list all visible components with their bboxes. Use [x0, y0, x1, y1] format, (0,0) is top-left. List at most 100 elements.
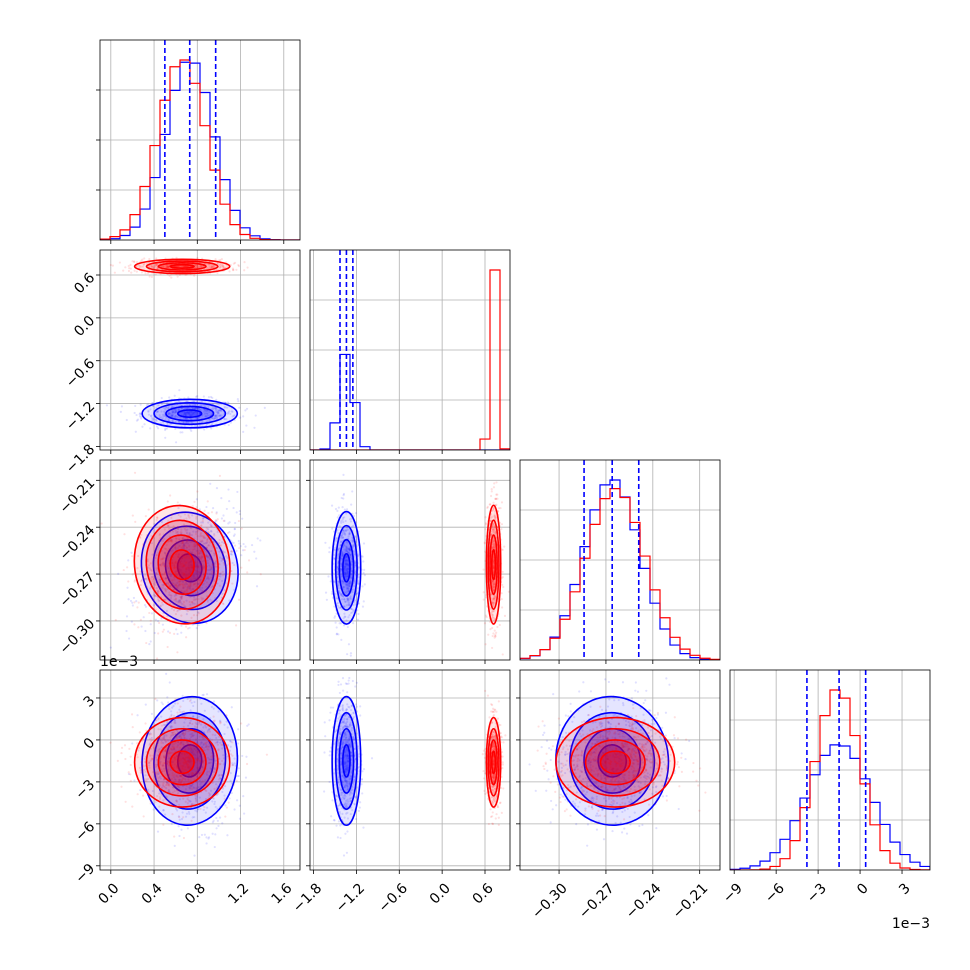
scatter-point	[265, 753, 269, 756]
scatter-point	[184, 541, 188, 545]
scatter-point	[184, 563, 187, 567]
scatter-point	[185, 421, 188, 424]
scatter-point	[148, 764, 151, 767]
scatter-point	[199, 409, 202, 412]
scatter-point	[165, 734, 168, 737]
scatter-point	[338, 622, 341, 625]
contour-line	[331, 510, 362, 625]
scatter-point	[226, 755, 229, 758]
scatter-point	[127, 598, 130, 601]
scatter-point	[205, 423, 208, 426]
y-tick-label: −0.6	[63, 356, 98, 391]
scatter-point	[179, 595, 182, 599]
scatter-point	[177, 780, 181, 783]
scatter-point	[175, 570, 178, 573]
scatter-point	[226, 532, 230, 535]
scatter-point	[159, 422, 163, 425]
scatter-point	[129, 267, 132, 270]
scatter-point	[177, 567, 180, 570]
scatter-point	[213, 768, 217, 771]
scatter-point	[492, 597, 495, 600]
scatter-point	[156, 516, 159, 520]
scatter-point	[348, 531, 351, 534]
scatter-point	[335, 612, 338, 615]
scatter-point	[489, 620, 492, 624]
scatter-point	[193, 556, 197, 559]
scatter-point	[190, 429, 193, 432]
density-fill	[170, 549, 195, 580]
scatter-point	[491, 530, 495, 533]
scatter-point	[351, 608, 354, 611]
scatter-point	[182, 580, 185, 583]
scatter-point	[185, 555, 188, 558]
scatter-point	[333, 605, 336, 608]
scatter-point	[234, 624, 238, 627]
scatter-point	[501, 653, 504, 656]
scatter-point	[180, 602, 183, 606]
scatter-point	[499, 506, 502, 510]
scatter-point	[240, 554, 243, 557]
scatter-point	[209, 557, 212, 561]
scatter-point	[148, 643, 151, 646]
scatter-point	[130, 271, 133, 274]
scatter-point	[221, 822, 224, 825]
scatter-point	[212, 538, 215, 541]
scatter-point	[217, 542, 220, 545]
scatter-point	[180, 547, 184, 550]
scatter-point	[211, 570, 214, 573]
scatter-point	[193, 596, 196, 599]
scatter-point	[176, 275, 179, 278]
scatter-point	[179, 711, 182, 714]
scatter-point	[501, 576, 504, 579]
scatter-point	[165, 672, 168, 675]
scatter-point	[170, 594, 173, 597]
scatter-point	[149, 427, 152, 430]
scatter-point	[183, 721, 186, 724]
scatter-point	[173, 416, 176, 419]
scatter-point	[336, 553, 340, 556]
scatter-point	[166, 565, 169, 568]
scatter-point	[162, 563, 165, 566]
scatter-point	[185, 411, 188, 414]
scatter-point	[200, 555, 203, 558]
scatter-point	[218, 403, 221, 406]
scatter-point	[220, 497, 223, 500]
scatter-point	[126, 586, 129, 589]
scatter-point	[173, 546, 177, 549]
scatter-point	[171, 549, 174, 552]
scatter-point	[344, 519, 347, 523]
scatter-point	[188, 569, 191, 572]
scatter-point	[241, 517, 244, 520]
histogram-series-1	[310, 269, 510, 450]
scatter-point	[349, 549, 352, 552]
scatter-point	[160, 786, 164, 789]
panel-1-1	[309, 249, 511, 454]
scatter-point	[149, 802, 152, 805]
scatter-point	[130, 713, 134, 716]
scatter-point	[194, 411, 197, 414]
scatter-point	[142, 263, 145, 266]
scatter-point	[156, 772, 159, 776]
scatter-point	[176, 531, 179, 534]
scatter-point	[151, 578, 154, 581]
scatter-point	[353, 549, 356, 552]
scatter-point	[154, 595, 157, 598]
scatter-point	[247, 559, 251, 562]
scatter-point	[221, 602, 225, 605]
scatter-point	[167, 524, 170, 528]
scatter-point	[210, 549, 213, 553]
scatter-point	[185, 546, 189, 549]
scatter-point	[235, 799, 239, 802]
scatter-point	[349, 518, 352, 521]
scatter-point	[148, 742, 152, 745]
scatter-point	[194, 563, 197, 566]
scatter-point	[122, 568, 125, 572]
scatter-point	[160, 739, 163, 742]
scatter-point	[150, 416, 154, 420]
scatter-point	[176, 702, 179, 705]
scatter-point	[361, 605, 365, 608]
scatter-point	[192, 574, 196, 577]
scatter-point	[182, 603, 185, 606]
scatter-point	[213, 552, 216, 555]
scatter-point	[177, 563, 180, 566]
